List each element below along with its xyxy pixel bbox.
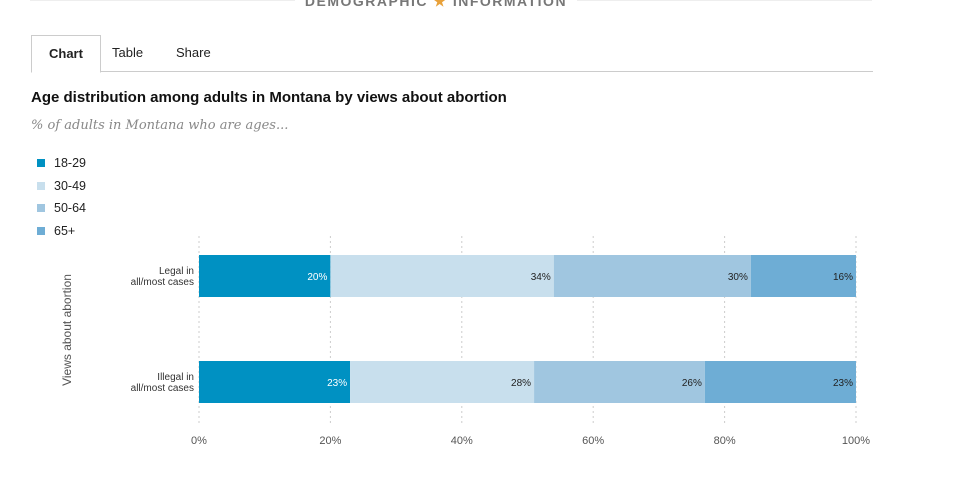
legend-item: 50-64 — [37, 197, 86, 220]
data-label: 26% — [682, 378, 702, 389]
chart-subtitle: % of adults in Montana who are ages... — [31, 118, 289, 133]
header-right: INFORMATION — [452, 0, 568, 9]
bar-segment — [199, 255, 331, 297]
bar-segment — [330, 255, 554, 297]
bar-segment — [199, 361, 351, 403]
x-tick-label: 80% — [714, 435, 736, 447]
tab-share[interactable]: Share — [176, 45, 211, 60]
legend-item: 65+ — [37, 220, 86, 243]
tab-bar: Chart Table Share — [31, 35, 873, 73]
bar-segment — [553, 255, 751, 297]
category-label: Illegal in — [157, 372, 194, 383]
legend-label: 30-49 — [54, 178, 86, 193]
data-label: 23% — [833, 378, 853, 389]
x-tick-label: 20% — [319, 435, 341, 447]
bar-segment — [704, 361, 856, 403]
star-icon: ★ — [433, 0, 448, 9]
legend-item: 30-49 — [37, 175, 86, 198]
data-label: 20% — [307, 272, 327, 283]
section-header: DEMOGRAPHIC ★ INFORMATION — [0, 0, 872, 10]
legend: 18-29 30-49 50-64 65+ — [37, 152, 86, 242]
x-tick-label: 40% — [451, 435, 473, 447]
data-label: 16% — [833, 272, 853, 283]
x-tick-label: 60% — [582, 435, 604, 447]
bar-segment — [750, 255, 856, 297]
legend-label: 50-64 — [54, 201, 86, 216]
data-label: 34% — [531, 272, 551, 283]
legend-label: 65+ — [54, 223, 76, 238]
category-label: all/most cases — [131, 383, 194, 394]
legend-item: 18-29 — [37, 152, 86, 175]
data-label: 28% — [511, 378, 531, 389]
data-label: 30% — [728, 272, 748, 283]
category-label: all/most cases — [131, 277, 194, 288]
bar-segment — [350, 361, 535, 403]
legend-swatch — [37, 226, 45, 235]
tab-chart[interactable]: Chart — [31, 35, 101, 73]
legend-swatch — [37, 159, 45, 168]
x-tick-label: 0% — [191, 435, 207, 447]
category-label: Legal in — [159, 266, 194, 277]
data-label: 23% — [327, 378, 347, 389]
header-left: DEMOGRAPHIC — [304, 0, 428, 9]
chart-title: Age distribution among adults in Montana… — [31, 89, 507, 106]
x-tick-label: 100% — [842, 435, 870, 447]
legend-swatch — [37, 181, 45, 190]
y-axis-label: Views about abortion — [60, 274, 74, 386]
legend-swatch — [37, 204, 45, 213]
tab-table[interactable]: Table — [112, 45, 144, 60]
legend-label: 18-29 — [54, 156, 86, 171]
bar-segment — [534, 361, 705, 403]
